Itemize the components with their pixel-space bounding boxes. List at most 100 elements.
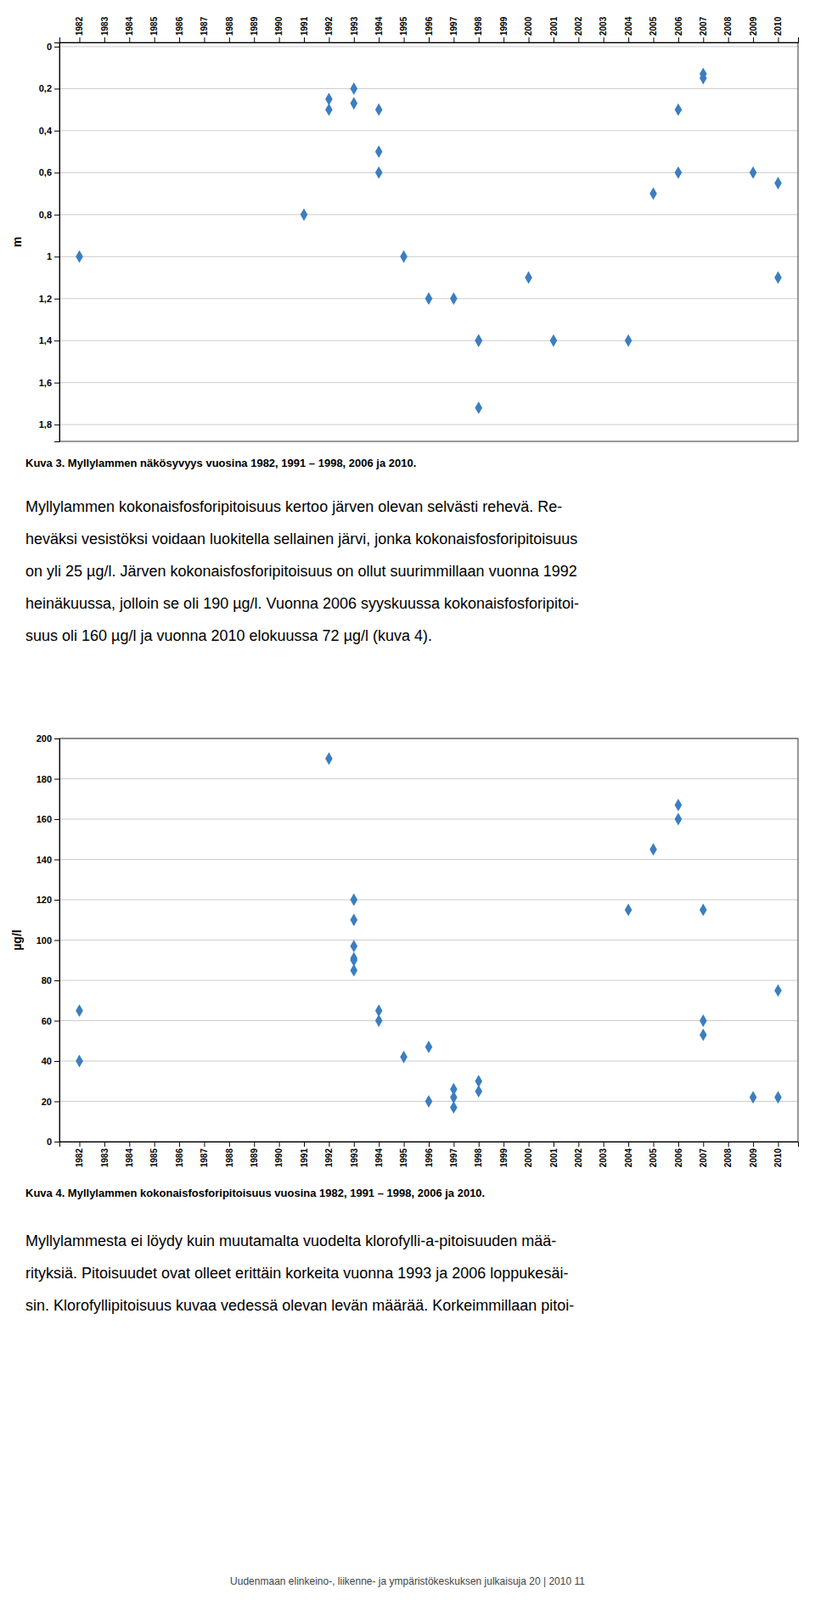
point xyxy=(350,82,359,96)
tick-label: 1995 xyxy=(399,1148,409,1169)
y-tick: 80 xyxy=(41,975,60,986)
tick-mark xyxy=(179,37,180,43)
tick-label: 2000 xyxy=(523,16,534,36)
point xyxy=(399,250,408,264)
tick-mark xyxy=(428,1141,430,1147)
point xyxy=(350,964,359,978)
tick-label: 1987 xyxy=(199,16,209,36)
x-axis: 1982198319841985198619871988198919901991… xyxy=(60,16,799,43)
tick-mark xyxy=(229,37,231,43)
tick-mark xyxy=(653,1141,655,1147)
point xyxy=(425,1040,433,1054)
tick-mark xyxy=(603,37,605,43)
tick-mark xyxy=(54,88,60,90)
y-tick: 0,2 xyxy=(39,83,60,94)
x-tick: 1985 xyxy=(149,16,159,43)
x-tick: 1989 xyxy=(249,16,259,43)
x-tick: 2004 xyxy=(623,1141,634,1168)
tick-label: 1994 xyxy=(374,16,384,36)
tick-label: 0 xyxy=(46,41,52,52)
x-tick: 1993 xyxy=(349,16,360,43)
y-tick: 180 xyxy=(36,774,60,785)
x-tick: 1997 xyxy=(449,16,459,43)
point xyxy=(749,1090,758,1104)
x-tick: 1997 xyxy=(449,1141,459,1168)
tick-mark xyxy=(279,37,281,43)
x-axis: 1982198319841985198619871988198919901991… xyxy=(60,1141,799,1168)
tick-mark xyxy=(229,1141,231,1147)
tick-label: 40 xyxy=(41,1056,52,1067)
tick-label: 1991 xyxy=(299,1148,310,1169)
point xyxy=(649,843,658,856)
tick-label: 1,8 xyxy=(39,419,52,430)
grid-line xyxy=(59,172,799,174)
tick-label: 1995 xyxy=(399,16,409,36)
tick-label: 2002 xyxy=(573,16,584,36)
y-tick: 20 xyxy=(41,1096,60,1108)
tick-mark xyxy=(328,1141,330,1147)
tick-mark xyxy=(154,37,156,43)
tick-label: 120 xyxy=(36,894,52,905)
y-tick: 120 xyxy=(36,894,60,905)
tick-label: 0,4 xyxy=(39,125,53,136)
point xyxy=(325,752,333,765)
tick-mark xyxy=(54,424,60,426)
x-tick: 1984 xyxy=(124,16,135,43)
tick-label: 140 xyxy=(36,854,52,866)
x-tick: 2002 xyxy=(573,1141,584,1168)
point xyxy=(774,271,782,285)
tick-label: 1,6 xyxy=(39,377,52,388)
tick-label: 1984 xyxy=(124,1148,135,1169)
tick-mark xyxy=(328,37,330,43)
tick-mark xyxy=(702,1141,704,1147)
y-tick: 1,4 xyxy=(39,335,60,346)
point xyxy=(674,166,683,180)
tick-mark xyxy=(378,1141,380,1147)
tick-mark xyxy=(578,1141,579,1147)
y-tick: 60 xyxy=(41,1016,60,1027)
x-tick: 2010 xyxy=(773,1141,783,1168)
tick-label: 1994 xyxy=(374,1148,384,1169)
tick-label: 2010 xyxy=(773,16,783,36)
grid-line xyxy=(59,129,799,131)
y-axis: 020406080100120140160180200 xyxy=(36,733,61,1147)
y-tick: 1,2 xyxy=(39,293,60,304)
tick-label: 2009 xyxy=(748,16,759,36)
x-tick: 1988 xyxy=(224,1141,235,1168)
point xyxy=(474,1074,483,1088)
x-tick: 1995 xyxy=(399,16,409,43)
point xyxy=(524,271,533,285)
x-tick: 1996 xyxy=(424,1141,434,1168)
paragraph-line: Myllylammen kokonaisfosforipitoisuus ker… xyxy=(25,498,563,516)
point xyxy=(674,103,683,117)
axis-line xyxy=(60,37,799,44)
x-tick: 1990 xyxy=(274,1141,284,1168)
grid-line xyxy=(59,1061,799,1063)
axis-line xyxy=(60,1142,799,1148)
footer: Uudenmaan elinkeino-, liikenne- ja ympär… xyxy=(230,1575,585,1588)
point xyxy=(624,903,633,917)
tick-mark xyxy=(354,37,355,43)
tick-label: 1986 xyxy=(174,1148,185,1169)
tick-label: 0,2 xyxy=(39,83,52,94)
x-tick: 1987 xyxy=(199,1141,209,1168)
tick-mark xyxy=(528,37,530,43)
point xyxy=(624,334,633,348)
tick-mark xyxy=(478,37,480,43)
point xyxy=(749,166,758,180)
point xyxy=(649,187,658,201)
tick-label: 1997 xyxy=(449,16,459,36)
tick-mark xyxy=(678,1141,680,1147)
point xyxy=(75,1004,84,1018)
x-tick: 2007 xyxy=(698,1141,709,1168)
grid-line xyxy=(59,213,799,215)
tick-mark xyxy=(129,1141,130,1147)
y-tick: 200 xyxy=(36,733,60,744)
point xyxy=(674,813,683,827)
point xyxy=(699,1028,708,1042)
tick-mark xyxy=(404,1141,405,1147)
grid-line xyxy=(59,778,799,780)
paragraph-line: heinäkuussa, jolloin se oli 190 µg/l. Vu… xyxy=(25,595,579,613)
paragraph-line: sin. Klorofyllipitoisuus kuvaa vedessä o… xyxy=(25,1297,574,1315)
tick-label: 1999 xyxy=(499,1148,509,1169)
